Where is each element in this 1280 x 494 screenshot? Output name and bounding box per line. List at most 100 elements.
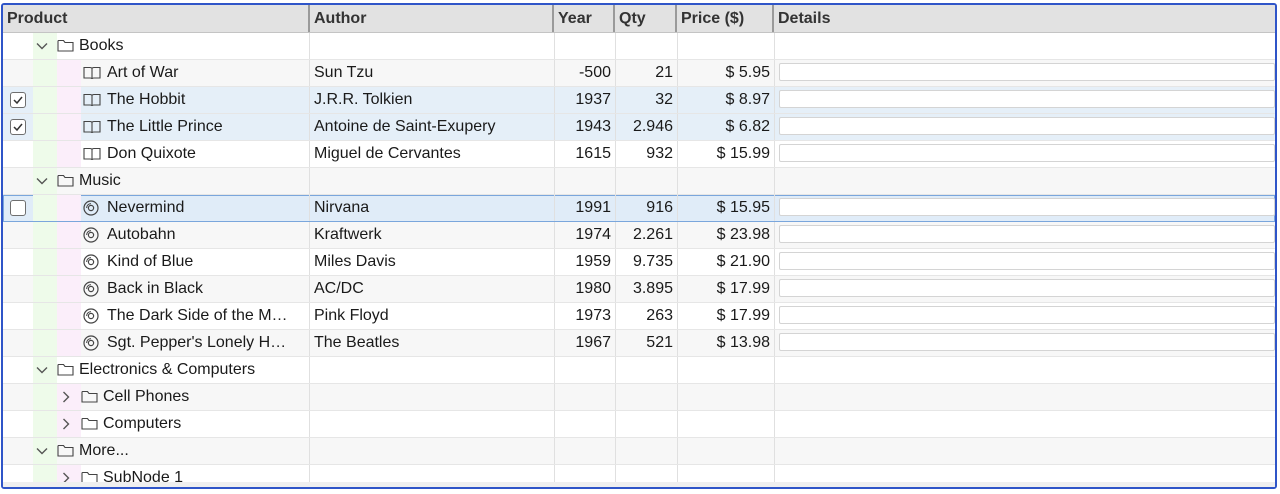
column-header-product[interactable]: Product — [7, 10, 68, 27]
indent-guide-level-1 — [33, 276, 57, 302]
tree-node[interactable]: Music — [35, 168, 307, 194]
table-row[interactable]: The Hobbit J.R.R. Tolkien 1937 32 $ 8.97 — [3, 87, 1275, 114]
details-input[interactable] — [779, 225, 1275, 243]
details-input[interactable] — [779, 198, 1275, 216]
folder-icon — [81, 411, 103, 437]
tree-node[interactable]: Kind of Blue — [83, 249, 303, 275]
chevron-down-icon[interactable] — [35, 438, 57, 464]
chevron-down-icon[interactable] — [35, 357, 57, 383]
column-header-qty[interactable]: Qty — [613, 5, 676, 32]
tree-node[interactable]: Nevermind — [83, 195, 303, 221]
details-input[interactable] — [779, 144, 1275, 162]
column-header-details[interactable]: Details — [772, 5, 1275, 32]
qty-cell: 2.261 — [615, 222, 677, 248]
year-cell — [554, 357, 615, 383]
price-cell — [677, 465, 774, 487]
details-input[interactable] — [779, 279, 1275, 297]
row-checkbox[interactable] — [10, 200, 26, 216]
author-cell — [309, 168, 554, 194]
tree-node-title: Art of War — [107, 64, 179, 81]
table-row[interactable]: Sgt. Pepper's Lonely H… The Beatles 1967 52… — [3, 330, 1275, 357]
row-checkbox[interactable] — [10, 119, 26, 135]
year-cell: 1980 — [554, 276, 615, 302]
tree-row-folder[interactable]: More... — [3, 438, 1275, 465]
tree-node-title: Autobahn — [107, 226, 176, 243]
chevron-right-icon[interactable] — [59, 465, 81, 487]
tree-node-title: The Hobbit — [107, 91, 186, 108]
year-cell — [554, 384, 615, 410]
table-row[interactable]: Autobahn Kraftwerk 1974 2.261 $ 23.98 — [3, 222, 1275, 249]
tree-node-title: Books — [79, 37, 124, 54]
chevron-down-icon[interactable] — [35, 168, 57, 194]
chevron-down-icon[interactable] — [35, 33, 57, 59]
tree-node[interactable]: The Little Prince — [83, 114, 303, 140]
table-row[interactable]: Don Quixote Miguel de Cervantes 1615 932 $ 1… — [3, 141, 1275, 168]
year-cell: 1937 — [554, 87, 615, 113]
indent-guide-level-2 — [57, 276, 81, 302]
disc-icon — [83, 330, 107, 356]
price-cell — [677, 357, 774, 383]
tree-node[interactable]: Cell Phones — [59, 384, 307, 410]
row-checkbox[interactable] — [10, 92, 26, 108]
column-header-author[interactable]: Author — [308, 5, 554, 32]
qty-cell: 3.895 — [615, 276, 677, 302]
table-row[interactable]: Art of War Sun Tzu -500 21 $ 5.95 — [3, 60, 1275, 87]
tree-row-folder[interactable]: Books — [3, 33, 1275, 60]
details-cell — [774, 330, 1275, 356]
disc-icon — [83, 222, 107, 248]
details-input[interactable] — [779, 117, 1275, 135]
tree-node[interactable]: More... — [35, 438, 307, 464]
tree-row-folder[interactable]: SubNode 1 — [3, 465, 1275, 487]
table-row[interactable]: Nevermind Nirvana 1991 916 $ 15.95 — [3, 195, 1275, 222]
tree-node[interactable]: Electronics & Computers — [35, 357, 307, 383]
column-header-price[interactable]: Price ($) — [675, 5, 773, 32]
details-input[interactable] — [779, 333, 1275, 351]
indent-guide-level-1 — [33, 384, 57, 410]
tree-node[interactable]: Books — [35, 33, 307, 59]
tree-row-folder[interactable]: Music — [3, 168, 1275, 195]
details-cell — [774, 141, 1275, 167]
tree-grid[interactable]: Product Author Year Qty Price ($) Detail… — [1, 3, 1277, 489]
details-input[interactable] — [779, 252, 1275, 270]
details-cell — [774, 303, 1275, 329]
author-cell: Antoine de Saint-Exupery — [309, 114, 554, 140]
price-cell: $ 8.97 — [677, 87, 774, 113]
tree-row-folder[interactable]: Cell Phones — [3, 384, 1275, 411]
indent-guide-level-2 — [57, 141, 81, 167]
author-cell: Miguel de Cervantes — [309, 141, 554, 167]
chevron-right-icon[interactable] — [59, 411, 81, 437]
tree-node[interactable]: The Dark Side of the M… — [83, 303, 303, 329]
tree-node[interactable]: Don Quixote — [83, 141, 303, 167]
details-input[interactable] — [779, 306, 1275, 324]
tree-node-title: Nevermind — [107, 199, 185, 216]
table-row[interactable]: Back in Black AC/DC 1980 3.895 $ 17.99 — [3, 276, 1275, 303]
tree-row-folder[interactable]: Computers — [3, 411, 1275, 438]
column-header-year[interactable]: Year — [552, 5, 614, 32]
chevron-right-icon[interactable] — [59, 384, 81, 410]
tree-node-title: The Little Prince — [107, 118, 223, 135]
table-row[interactable]: The Little Prince Antoine de Saint-Exuper… — [3, 114, 1275, 141]
tree-node[interactable]: The Hobbit — [83, 87, 303, 113]
table-row[interactable]: The Dark Side of the M… Pink Floyd 1973 263… — [3, 303, 1275, 330]
author-cell: AC/DC — [309, 276, 554, 302]
tree-node[interactable]: Autobahn — [83, 222, 303, 248]
author-cell — [309, 465, 554, 487]
tree-node[interactable]: Sgt. Pepper's Lonely H… — [83, 330, 303, 356]
price-cell — [677, 168, 774, 194]
indent-guide-level-1 — [33, 249, 57, 275]
tree-row-folder[interactable]: Electronics & Computers — [3, 357, 1275, 384]
qty-cell — [615, 357, 677, 383]
disc-icon — [83, 249, 107, 275]
author-cell — [309, 438, 554, 464]
qty-cell: 916 — [615, 195, 677, 221]
qty-cell: 32 — [615, 87, 677, 113]
details-input[interactable] — [779, 90, 1275, 108]
details-input[interactable] — [779, 63, 1275, 81]
tree-node[interactable]: Computers — [59, 411, 307, 437]
tree-node[interactable]: Back in Black — [83, 276, 303, 302]
tree-node[interactable]: Art of War — [83, 60, 303, 86]
price-cell: $ 17.99 — [677, 303, 774, 329]
table-row[interactable]: Kind of Blue Miles Davis 1959 9.735 $ 21.90 — [3, 249, 1275, 276]
qty-cell: 9.735 — [615, 249, 677, 275]
indent-guide-level-1 — [33, 87, 57, 113]
